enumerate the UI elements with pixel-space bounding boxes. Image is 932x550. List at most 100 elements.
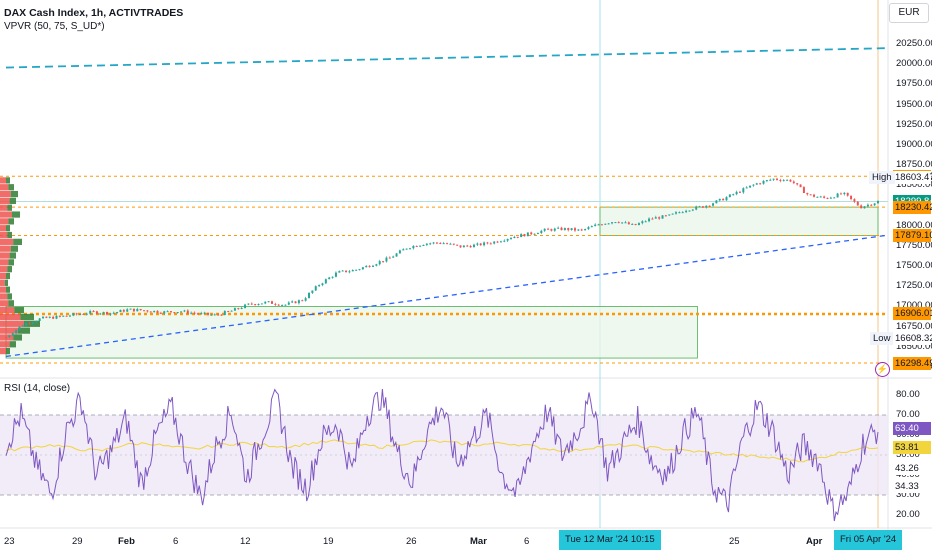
candle[interactable] bbox=[139, 308, 142, 311]
candle[interactable] bbox=[65, 315, 68, 317]
candle[interactable] bbox=[284, 304, 287, 306]
candle[interactable] bbox=[213, 314, 216, 316]
candle[interactable] bbox=[641, 221, 644, 224]
candle[interactable] bbox=[5, 337, 7, 339]
candle[interactable] bbox=[813, 194, 816, 197]
candle[interactable] bbox=[163, 311, 166, 314]
candle[interactable] bbox=[523, 234, 526, 237]
candle[interactable] bbox=[186, 310, 189, 314]
candle[interactable] bbox=[355, 269, 358, 271]
candle[interactable] bbox=[661, 215, 664, 219]
candle[interactable] bbox=[765, 180, 768, 182]
candle[interactable] bbox=[116, 312, 119, 314]
candle[interactable] bbox=[311, 290, 314, 293]
candle[interactable] bbox=[752, 184, 755, 186]
candle[interactable] bbox=[21, 325, 24, 327]
candle[interactable] bbox=[779, 179, 782, 181]
candle[interactable] bbox=[233, 308, 236, 311]
candle[interactable] bbox=[132, 308, 135, 312]
candle[interactable] bbox=[375, 264, 378, 266]
candle[interactable] bbox=[281, 304, 284, 306]
candle[interactable] bbox=[267, 301, 270, 303]
candle[interactable] bbox=[718, 198, 721, 201]
candle[interactable] bbox=[25, 323, 28, 326]
candle[interactable] bbox=[412, 245, 415, 249]
candle[interactable] bbox=[614, 222, 617, 224]
candle[interactable] bbox=[833, 197, 836, 199]
lightning-icon[interactable]: ⚡ bbox=[875, 362, 890, 377]
candle[interactable] bbox=[446, 243, 449, 245]
candle[interactable] bbox=[200, 313, 203, 315]
candle[interactable] bbox=[570, 228, 573, 231]
candle[interactable] bbox=[126, 309, 129, 312]
candle[interactable] bbox=[877, 200, 879, 204]
candle[interactable] bbox=[425, 243, 428, 245]
candle[interactable] bbox=[557, 227, 560, 229]
candle[interactable] bbox=[796, 183, 799, 185]
candle[interactable] bbox=[452, 243, 455, 245]
candle[interactable] bbox=[449, 243, 452, 245]
candle[interactable] bbox=[722, 198, 725, 201]
candle[interactable] bbox=[587, 227, 590, 230]
candle[interactable] bbox=[217, 314, 220, 316]
candle[interactable] bbox=[648, 218, 651, 222]
candle[interactable] bbox=[89, 310, 92, 314]
candle[interactable] bbox=[223, 311, 226, 316]
candle[interactable] bbox=[378, 261, 381, 265]
candle[interactable] bbox=[483, 242, 486, 246]
candle[interactable] bbox=[577, 229, 580, 231]
candle[interactable] bbox=[772, 178, 775, 180]
candle[interactable] bbox=[146, 310, 149, 312]
candle[interactable] bbox=[156, 310, 159, 313]
candle[interactable] bbox=[853, 199, 856, 202]
candle[interactable] bbox=[260, 303, 263, 305]
candle[interactable] bbox=[173, 312, 176, 314]
candle[interactable] bbox=[688, 210, 691, 212]
candle[interactable] bbox=[240, 307, 243, 309]
candle[interactable] bbox=[277, 304, 280, 306]
candle[interactable] bbox=[388, 257, 391, 259]
candle[interactable] bbox=[604, 223, 607, 225]
candle[interactable] bbox=[314, 286, 317, 291]
candle[interactable] bbox=[456, 244, 459, 246]
candle[interactable] bbox=[530, 232, 533, 235]
candle[interactable] bbox=[742, 188, 745, 193]
candle[interactable] bbox=[324, 279, 327, 284]
candle[interactable] bbox=[762, 180, 765, 184]
candle[interactable] bbox=[409, 248, 412, 250]
candle[interactable] bbox=[745, 187, 748, 189]
candle[interactable] bbox=[203, 312, 206, 314]
candle[interactable] bbox=[85, 313, 88, 315]
candle[interactable] bbox=[419, 245, 422, 247]
candle[interactable] bbox=[738, 191, 741, 193]
candle[interactable] bbox=[402, 249, 405, 251]
candle[interactable] bbox=[99, 313, 102, 315]
candle[interactable] bbox=[55, 315, 58, 319]
candle[interactable] bbox=[489, 243, 492, 245]
candle[interactable] bbox=[153, 310, 156, 313]
candle[interactable] bbox=[567, 228, 570, 231]
candle[interactable] bbox=[193, 312, 196, 314]
candle[interactable] bbox=[806, 193, 809, 195]
candle[interactable] bbox=[159, 312, 162, 314]
candle[interactable] bbox=[129, 308, 132, 310]
candle[interactable] bbox=[472, 244, 475, 248]
candle[interactable] bbox=[476, 243, 479, 245]
candle[interactable] bbox=[705, 205, 708, 208]
candle[interactable] bbox=[691, 209, 694, 211]
candle[interactable] bbox=[392, 256, 395, 258]
candle[interactable] bbox=[627, 222, 630, 225]
candle[interactable] bbox=[207, 312, 210, 315]
candle[interactable] bbox=[294, 301, 297, 304]
candle[interactable] bbox=[308, 292, 311, 299]
candle[interactable] bbox=[321, 283, 324, 286]
candle[interactable] bbox=[75, 313, 78, 315]
candle[interactable] bbox=[244, 304, 247, 308]
candle[interactable] bbox=[382, 261, 385, 263]
candle[interactable] bbox=[870, 204, 873, 206]
candle[interactable] bbox=[755, 183, 758, 185]
candle[interactable] bbox=[466, 245, 469, 247]
candle[interactable] bbox=[31, 322, 34, 324]
candle[interactable] bbox=[351, 270, 354, 272]
candle[interactable] bbox=[819, 196, 822, 198]
